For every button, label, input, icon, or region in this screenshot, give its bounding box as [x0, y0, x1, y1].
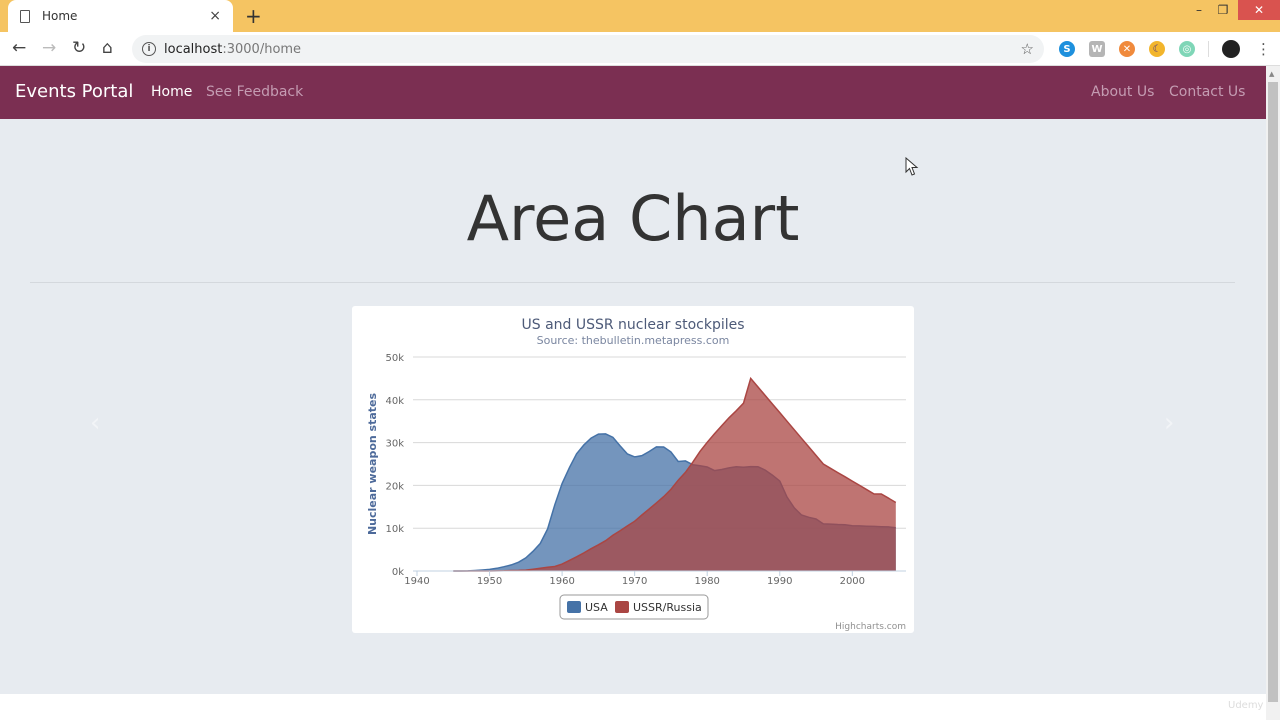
x-tick-label: 2000 [840, 576, 865, 587]
page-content: Events Portal Home See Feedback About Us… [0, 66, 1266, 694]
bookmark-star-icon[interactable]: ☆ [1020, 40, 1034, 58]
page-bottom [0, 694, 1266, 720]
address-bar[interactable]: i localhost:3000/home ☆ [132, 35, 1044, 63]
vertical-scrollbar[interactable]: ▲ [1266, 66, 1280, 720]
y-tick-label: 30k [385, 439, 404, 450]
info-icon[interactable]: i [142, 42, 156, 56]
skype-extension-icon[interactable]: S [1059, 41, 1075, 57]
legend-usa-label[interactable]: USA [585, 601, 608, 614]
radar-extension-icon[interactable]: ◎ [1179, 41, 1195, 57]
area-chart: US and USSR nuclear stockpiles Source: th… [352, 306, 914, 633]
legend-ussr-swatch[interactable] [615, 601, 629, 613]
brand-link[interactable]: Events Portal [15, 81, 134, 102]
moon-extension-icon[interactable]: ☾ [1149, 41, 1165, 57]
site-navbar: Events Portal Home See Feedback About Us… [0, 66, 1266, 119]
x-tick-label: 1970 [622, 576, 647, 587]
x-tick-label: 1990 [767, 576, 792, 587]
carousel-prev-icon[interactable]: ‹ [90, 408, 101, 438]
y-tick-label: 20k [385, 481, 404, 492]
y-axis-label: Nuclear weapon states [366, 393, 379, 536]
home-button[interactable]: ⌂ [102, 38, 113, 58]
legend-ussr-label[interactable]: USSR/Russia [633, 601, 702, 614]
page-title: Area Chart [466, 182, 800, 255]
document-icon [20, 9, 30, 23]
nav-contact-us[interactable]: Contact Us [1169, 84, 1246, 100]
x-tick-label: 1950 [477, 576, 502, 587]
y-tick-label: 40k [385, 396, 404, 407]
area-ussr[interactable] [453, 378, 896, 571]
x-tick-label: 1940 [404, 576, 429, 587]
toolbar-divider [1208, 41, 1209, 57]
mouse-cursor-icon [905, 157, 919, 176]
x-tick-label: 1960 [549, 576, 574, 587]
scroll-up-icon[interactable]: ▲ [1269, 70, 1275, 78]
y-tick-label: 10k [385, 524, 404, 535]
chart-title: US and USSR nuclear stockpiles [521, 317, 744, 333]
legend [559, 594, 709, 620]
chart-credits-link[interactable]: Highcharts.com [835, 622, 906, 632]
browser-tab-bar: Home × + – ❐ ✕ [0, 0, 1280, 32]
restore-button[interactable]: ❐ [1217, 3, 1229, 17]
nav-see-feedback[interactable]: See Feedback [206, 84, 304, 100]
line-ussr [453, 376, 897, 572]
nav-home[interactable]: Home [151, 84, 193, 100]
browser-toolbar: ← → ↻ ⌂ i localhost:3000/home ☆ S W ✕ ☾ … [0, 32, 1280, 66]
tab-title: Home [42, 9, 78, 23]
nav-about-us[interactable]: About Us [1091, 84, 1155, 100]
new-tab-button[interactable]: + [245, 4, 262, 28]
divider [30, 282, 1235, 283]
scrollbar-thumb[interactable] [1268, 82, 1278, 702]
minimize-button[interactable]: – [1196, 3, 1202, 17]
back-button[interactable]: ← [12, 38, 27, 58]
window-close-button[interactable]: ✕ [1238, 0, 1280, 20]
reload-button[interactable]: ↻ [72, 38, 87, 58]
y-tick-label: 0k [392, 567, 404, 578]
orange-extension-icon[interactable]: ✕ [1119, 41, 1135, 57]
profile-avatar[interactable] [1222, 40, 1240, 58]
browser-menu-icon[interactable]: ⋮ [1256, 40, 1271, 58]
shield-extension-icon[interactable]: W [1089, 41, 1105, 57]
y-tick-label: 50k [385, 353, 404, 364]
forward-button[interactable]: → [42, 38, 57, 58]
x-tick-label: 1980 [694, 576, 719, 587]
browser-tab[interactable]: Home × [8, 0, 233, 32]
url-text: localhost:3000/home [164, 41, 302, 57]
chart-subtitle: Source: thebulletin.metapress.com [537, 334, 730, 347]
watermark: Udemy [1228, 700, 1264, 711]
legend-usa-swatch[interactable] [567, 601, 581, 613]
tab-close-icon[interactable]: × [209, 8, 221, 24]
carousel-next-icon[interactable]: › [1164, 408, 1175, 438]
